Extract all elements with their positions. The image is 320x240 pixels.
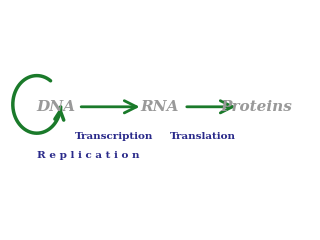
Text: R e p l i c a t i o n: R e p l i c a t i o n [37,151,139,161]
Text: Proteins: Proteins [220,100,292,114]
Text: RNA: RNA [141,100,179,114]
Text: Translation: Translation [170,132,236,141]
Text: DNA: DNA [36,100,76,114]
Text: Transcription: Transcription [75,132,153,141]
